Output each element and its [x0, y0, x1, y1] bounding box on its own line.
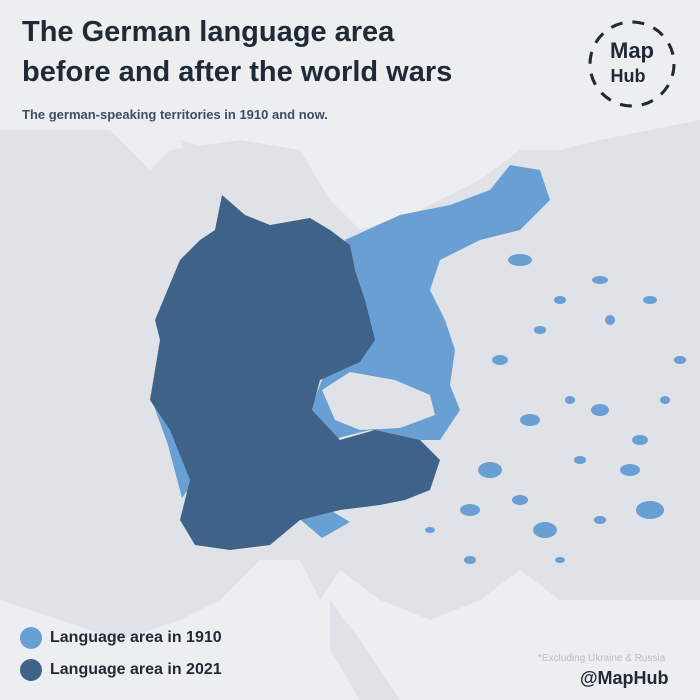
legend-label: Language area in 1910 — [50, 629, 222, 646]
subtitle: The german-speaking territories in 1910 … — [22, 107, 328, 122]
legend-item: Language area in 2021 — [20, 659, 222, 681]
land — [180, 140, 230, 200]
area-1910 — [310, 165, 550, 440]
legend-item: Language area in 1910 — [20, 627, 222, 649]
logo-text: Map — [610, 38, 654, 63]
land — [0, 170, 70, 360]
legend-swatch — [20, 627, 42, 649]
credit: @MapHub — [580, 668, 669, 688]
footnote: *Excluding Ukraine & Russia — [538, 653, 666, 664]
language-islands — [425, 254, 686, 564]
land — [330, 600, 400, 700]
area-2021 — [150, 195, 440, 550]
legend-swatch — [20, 659, 42, 681]
logo-ring — [588, 20, 676, 108]
logo-text: Hub — [611, 66, 646, 86]
title: The German language area before and afte… — [22, 12, 452, 92]
area-1910 — [150, 395, 195, 498]
legend-label: Language area in 2021 — [50, 661, 222, 678]
land — [322, 372, 435, 430]
title-line: before and after the world wars — [22, 56, 453, 88]
title-line: The German language area — [22, 16, 395, 48]
